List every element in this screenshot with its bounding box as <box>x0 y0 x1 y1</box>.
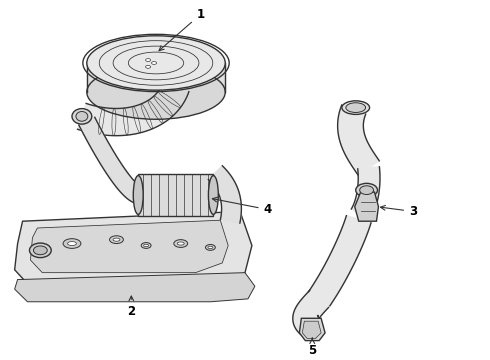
Ellipse shape <box>360 186 373 194</box>
Text: 2: 2 <box>127 296 135 318</box>
Ellipse shape <box>68 242 76 246</box>
Ellipse shape <box>76 112 88 121</box>
Polygon shape <box>79 117 141 203</box>
Polygon shape <box>138 174 213 216</box>
Polygon shape <box>87 63 225 92</box>
Ellipse shape <box>133 176 143 215</box>
Polygon shape <box>308 216 371 306</box>
Ellipse shape <box>146 66 150 68</box>
Ellipse shape <box>177 242 184 245</box>
Text: 5: 5 <box>308 338 317 357</box>
Text: 4: 4 <box>212 197 272 216</box>
Polygon shape <box>15 211 252 289</box>
Ellipse shape <box>87 65 225 119</box>
Ellipse shape <box>87 36 225 90</box>
Polygon shape <box>77 83 189 136</box>
Ellipse shape <box>151 62 156 64</box>
Ellipse shape <box>146 59 150 62</box>
Ellipse shape <box>346 103 366 112</box>
Ellipse shape <box>29 243 51 258</box>
Ellipse shape <box>72 109 92 124</box>
Ellipse shape <box>33 246 47 255</box>
Ellipse shape <box>144 244 148 247</box>
Ellipse shape <box>63 239 81 248</box>
Ellipse shape <box>113 238 120 241</box>
Polygon shape <box>30 220 228 273</box>
Polygon shape <box>302 321 321 339</box>
Ellipse shape <box>110 236 123 243</box>
Polygon shape <box>15 273 255 302</box>
Polygon shape <box>299 318 325 341</box>
Polygon shape <box>355 192 378 221</box>
Ellipse shape <box>356 183 377 197</box>
Ellipse shape <box>208 176 219 215</box>
Polygon shape <box>338 105 379 175</box>
Polygon shape <box>351 167 380 220</box>
Ellipse shape <box>141 243 151 248</box>
Polygon shape <box>208 166 242 223</box>
Text: 1: 1 <box>159 8 204 51</box>
Polygon shape <box>293 290 329 334</box>
Ellipse shape <box>205 244 215 250</box>
Ellipse shape <box>342 101 369 114</box>
Text: 3: 3 <box>380 205 417 218</box>
Ellipse shape <box>208 246 213 249</box>
Ellipse shape <box>174 240 188 247</box>
